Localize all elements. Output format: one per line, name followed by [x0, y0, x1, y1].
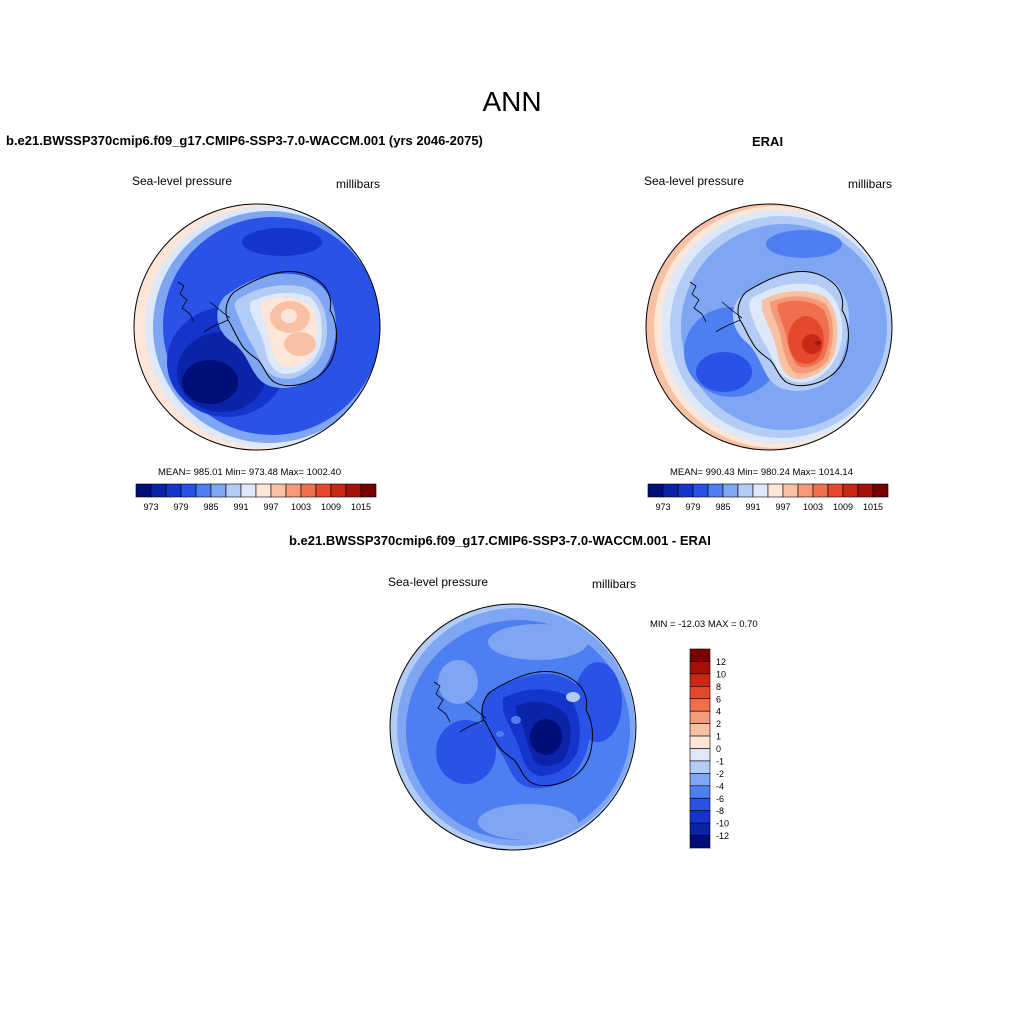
panel-1-title: b.e21.BWSSP370cmip6.f09_g17.CMIP6-SSP3-7… [6, 133, 483, 148]
panel-3-colorbar-tick-label: -2 [716, 769, 724, 779]
panel-3-colorbar-tick-label: 2 [716, 719, 721, 729]
panel-2-colorbar-swatch [722, 483, 739, 498]
panel-1-colorbar-swatch [315, 483, 332, 498]
panel-1-colorbar-tick-label: 985 [203, 502, 218, 512]
panel-2-colorbar-tick-label: 1003 [803, 502, 823, 512]
panel-3-colorbar-swatch [689, 835, 711, 849]
panel-2-colorbar-tick-label: 973 [655, 502, 670, 512]
panel-1-colorbar-swatch [360, 483, 377, 498]
panel-1-colorbar-swatch [150, 483, 167, 498]
panel-2-colorbar-tick-label: 1015 [863, 502, 883, 512]
panel-3-colorbar-swatch [689, 785, 711, 799]
panel-3-colorbar-swatch [689, 773, 711, 787]
panel-3-title: b.e21.BWSSP370cmip6.f09_g17.CMIP6-SSP3-7… [289, 533, 711, 548]
panel-1-colorbar-tick-label: 997 [263, 502, 278, 512]
panel-2-units: millibars [848, 177, 893, 191]
panel-2-colorbar-swatch [752, 483, 769, 498]
panel-1-colorbar-tick-label: 973 [143, 502, 158, 512]
panel-3-colorbar-tick-label: 10 [716, 669, 726, 679]
panel-1-colorbar-tick-label: 1015 [351, 502, 371, 512]
panel-2-colorbar-tick-label: 991 [745, 502, 760, 512]
panel-3-colorbar-tick-label: 1 [716, 732, 721, 742]
panel-2-colorbar-swatch [842, 483, 859, 498]
panel-1-colorbar-swatch [165, 483, 182, 498]
panel-2-title: ERAI [752, 134, 784, 149]
panel-3-colorbar-tick-label: 6 [716, 694, 721, 704]
panel-3-colorbar-swatch [689, 673, 711, 687]
panel-1-colorbar-swatch [240, 483, 257, 498]
panel-3-colorbar-tick-label: 8 [716, 682, 721, 692]
panel-2-colorbar-swatch [677, 483, 694, 498]
panel-2-colorbar-swatch [647, 483, 664, 498]
panel-3-colorbar-swatch [689, 822, 711, 836]
panel-3-units: millibars [592, 577, 637, 591]
panel-3-colorbar-tick-label: 4 [716, 707, 721, 717]
panel-2-colorbar-swatch [692, 483, 709, 498]
panel-1-colorbar-swatch [210, 483, 227, 498]
panel-2-polar-map [645, 203, 893, 451]
panel-1-colorbar-tick-label: 991 [233, 502, 248, 512]
panel-1-polar-map [133, 203, 381, 451]
panel-2-colorbar-tick-label: 979 [685, 502, 700, 512]
panel-1-colorbar-swatch [135, 483, 152, 498]
panel-2-colorbar-swatch [872, 483, 889, 498]
panel-1-colorbar-tick-label: 1003 [291, 502, 311, 512]
panel-2-colorbar-swatch [662, 483, 679, 498]
panel-2-colorbar-swatch [782, 483, 799, 498]
panel-2-stats: MEAN= 990.43 Min= 980.24 Max= 1014.14 [670, 467, 853, 478]
panel-2-colorbar: 973 979 985 991 997 1003 1009 1015 [647, 483, 889, 512]
panel-3-colorbar-tick-label: -4 [716, 781, 724, 791]
panel-2-colorbar-swatch [797, 483, 814, 498]
panel-3-stats: MIN = -12.03 MAX = 0.70 [650, 619, 758, 630]
panel-1-colorbar-swatch [195, 483, 212, 498]
panel-3-colorbar-swatch [689, 686, 711, 700]
panel-2-colorbar-swatch [707, 483, 724, 498]
panel-1-colorbar-swatch [300, 483, 317, 498]
panel-3-colorbar-swatch [689, 797, 711, 811]
panel-2-colorbar-tick-label: 997 [775, 502, 790, 512]
panel-2-colorbar-swatch [737, 483, 754, 498]
panel-3-colorbar-swatch [689, 760, 711, 774]
panel-2-colorbar-swatch [857, 483, 874, 498]
panel-3-colorbar-tick-label: 0 [716, 744, 721, 754]
panel-1-variable: Sea-level pressure [132, 174, 233, 188]
panel-3-colorbar-swatch [689, 810, 711, 824]
panel-3-colorbar-swatch [689, 735, 711, 749]
panel-1-colorbar-swatch [345, 483, 362, 498]
panel-1-colorbar-swatch [255, 483, 272, 498]
panel-2-colorbar-swatch [767, 483, 784, 498]
panel-3-variable: Sea-level pressure [388, 575, 489, 589]
panel-3-colorbar-tick-label: -1 [716, 756, 724, 766]
panel-1-stats: MEAN= 985.01 Min= 973.48 Max= 1002.40 [158, 467, 341, 478]
panel-3-colorbar-swatch [689, 698, 711, 712]
panel-3-colorbar-tick-label: -10 [716, 819, 729, 829]
panel-3-colorbar-tick-label: -12 [716, 831, 729, 841]
panel-3-colorbar-tick-label: -6 [716, 794, 724, 804]
panel-1-colorbar-tick-label: 1009 [321, 502, 341, 512]
panel-1-colorbar-swatch [270, 483, 287, 498]
panel-1-colorbar-tick-label: 979 [173, 502, 188, 512]
panel-1-colorbar: 973 979 985 991 997 1003 1009 1015 [135, 483, 377, 512]
main-title: ANN [482, 86, 542, 117]
panel-2-colorbar-tick-label: 985 [715, 502, 730, 512]
panel-1-colorbar-swatch [285, 483, 302, 498]
panel-1-colorbar-swatch [225, 483, 242, 498]
panel-1-colorbar-swatch [330, 483, 347, 498]
panel-3-colorbar-swatch [689, 748, 711, 762]
panel-3-colorbar-swatch [689, 723, 711, 737]
panel-3-colorbar-tick-label: 12 [716, 657, 726, 667]
panel-3-colorbar-swatch [689, 710, 711, 724]
panel-3-colorbar-tick-label: -8 [716, 806, 724, 816]
panel-2-colorbar-tick-label: 1009 [833, 502, 853, 512]
panel-2-colorbar-swatch [827, 483, 844, 498]
panel-3-colorbar-swatch [689, 648, 711, 662]
panel-2-variable: Sea-level pressure [644, 174, 745, 188]
panel-1-units: millibars [336, 177, 381, 191]
panel-3-polar-map [389, 603, 637, 851]
panel-3-colorbar-swatch [689, 661, 711, 675]
panel-2-colorbar-swatch [812, 483, 829, 498]
panel-1-colorbar-swatch [180, 483, 197, 498]
